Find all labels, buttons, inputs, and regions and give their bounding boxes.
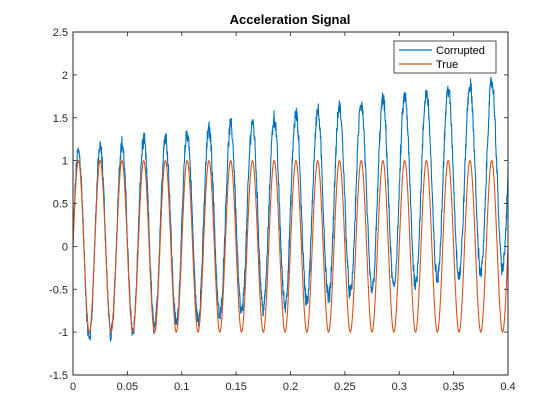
y-tick-label: -0.5	[49, 284, 68, 296]
y-tick-label: 0	[62, 241, 68, 253]
y-tick-label: 1	[62, 156, 68, 168]
x-tick-label: 0.1	[174, 381, 189, 393]
chart-title: Acceleration Signal	[230, 12, 351, 27]
x-tick-label: 0.35	[443, 381, 464, 393]
y-tick-label: -1.5	[49, 370, 68, 382]
x-tick-label: 0.25	[334, 381, 355, 393]
x-tick-label: 0.15	[225, 381, 246, 393]
y-tick-label: 0.5	[53, 199, 68, 211]
plot-area: 0 0.05 0.1 0.15 0.2 0.25 0.3 0.35 0.4 -1.5 -1 -0.5…	[49, 27, 516, 393]
x-tick-label: 0.2	[283, 381, 298, 393]
x-tick-label: 0.05	[117, 381, 138, 393]
legend: Corrupted True	[393, 40, 497, 74]
y-tick-label: 2	[62, 70, 68, 82]
legend-label-true: True	[436, 59, 458, 71]
x-tick-label: 0.3	[392, 381, 407, 393]
legend-box	[393, 40, 497, 74]
series-line-true	[72, 160, 509, 333]
x-axis: 0 0.05 0.1 0.15 0.2 0.25 0.3 0.35 0.4	[70, 32, 516, 393]
y-tick-label: 1.5	[53, 113, 68, 125]
legend-label-corrupted: Corrupted	[436, 45, 485, 57]
series-line-corrupted	[72, 76, 509, 342]
y-tick-label: 2.5	[53, 27, 68, 39]
series-group	[72, 76, 509, 342]
x-tick-label: 0.4	[500, 381, 515, 393]
y-axis: -1.5 -1 -0.5 0 0.5 1 1.5 2 2.5	[49, 27, 508, 382]
x-tick-label: 0	[70, 381, 76, 393]
y-tick-label: -1	[58, 327, 68, 339]
